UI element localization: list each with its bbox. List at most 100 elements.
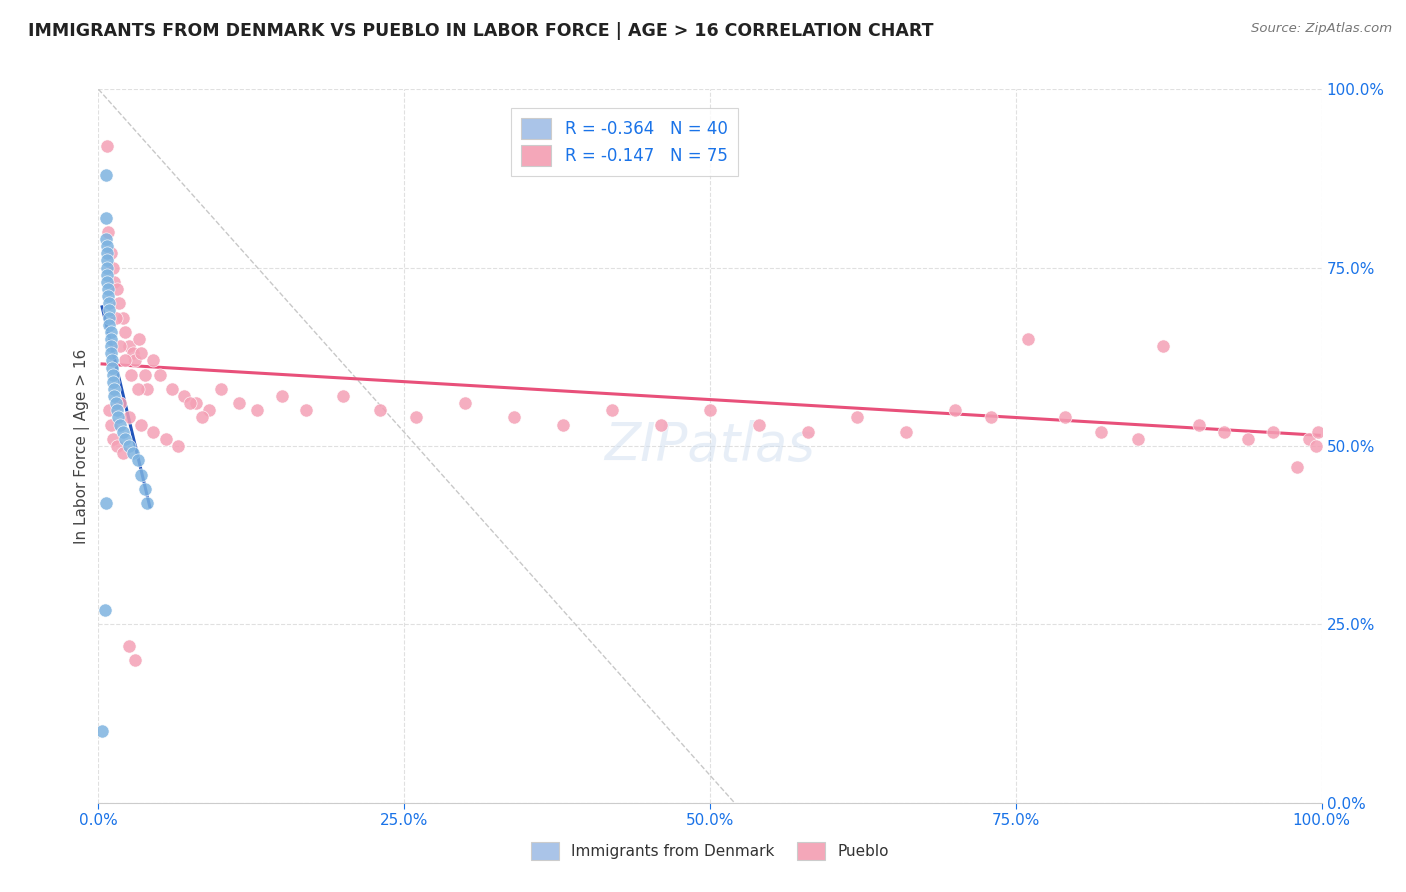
Point	[136, 496, 159, 510]
Point	[121, 346, 143, 360]
Point	[103, 389, 125, 403]
Point	[101, 353, 124, 368]
Point	[94, 496, 117, 510]
Point	[155, 432, 177, 446]
Point	[197, 403, 219, 417]
Text: Source: ZipAtlas.com: Source: ZipAtlas.com	[1251, 22, 1392, 36]
Point	[105, 439, 128, 453]
Point	[173, 389, 195, 403]
Point	[167, 439, 190, 453]
Point	[107, 410, 129, 425]
Point	[845, 410, 868, 425]
Point	[114, 325, 136, 339]
Point	[91, 724, 114, 739]
Point	[98, 296, 121, 310]
Point	[98, 403, 121, 417]
Point	[101, 260, 124, 275]
Point	[110, 417, 132, 432]
Point	[797, 425, 820, 439]
Point	[101, 375, 124, 389]
Point	[96, 239, 118, 253]
Point	[160, 382, 183, 396]
Point	[894, 425, 917, 439]
Y-axis label: In Labor Force | Age > 16: In Labor Force | Age > 16	[75, 349, 90, 543]
Point	[124, 653, 146, 667]
Point	[405, 410, 427, 425]
Point	[650, 417, 672, 432]
Point	[120, 368, 142, 382]
Point	[600, 403, 623, 417]
Point	[96, 268, 118, 282]
Point	[1306, 425, 1329, 439]
Point	[699, 403, 721, 417]
Point	[118, 339, 141, 353]
Point	[100, 346, 122, 360]
Point	[1017, 332, 1039, 346]
Point	[114, 432, 136, 446]
Point	[270, 389, 294, 403]
Point	[454, 396, 477, 410]
Point	[553, 417, 575, 432]
Point	[127, 382, 149, 396]
Point	[96, 246, 118, 260]
Point	[179, 396, 201, 410]
Point	[129, 346, 152, 360]
Point	[110, 396, 132, 410]
Point	[980, 410, 1002, 425]
Point	[105, 282, 128, 296]
Point	[1152, 339, 1174, 353]
Point	[748, 417, 770, 432]
Point	[1128, 432, 1150, 446]
Point	[118, 439, 141, 453]
Point	[108, 296, 131, 310]
Point	[295, 403, 318, 417]
Point	[104, 396, 127, 410]
Point	[94, 211, 117, 225]
Point	[191, 410, 214, 425]
Point	[368, 403, 391, 417]
Point	[98, 310, 121, 325]
Point	[1212, 425, 1234, 439]
Point	[136, 382, 159, 396]
Point	[246, 403, 269, 417]
Point	[111, 446, 134, 460]
Point	[101, 432, 124, 446]
Point	[121, 446, 143, 460]
Point	[128, 332, 150, 346]
Point	[503, 410, 526, 425]
Point	[97, 282, 120, 296]
Point	[124, 353, 146, 368]
Point	[97, 225, 120, 239]
Point	[134, 482, 156, 496]
Point	[943, 403, 966, 417]
Point	[93, 603, 115, 617]
Point	[118, 410, 141, 425]
Point	[97, 289, 120, 303]
Point	[129, 417, 152, 432]
Point	[96, 139, 118, 153]
Point	[111, 425, 134, 439]
Text: ZIPatlas: ZIPatlas	[605, 420, 815, 472]
Point	[129, 467, 152, 482]
Point	[101, 368, 124, 382]
Point	[1305, 439, 1327, 453]
Point	[105, 403, 128, 417]
Point	[1237, 432, 1260, 446]
Point	[1090, 425, 1112, 439]
Point	[111, 310, 134, 325]
Point	[100, 246, 122, 260]
Point	[149, 368, 172, 382]
Point	[94, 232, 117, 246]
Point	[1188, 417, 1211, 432]
Point	[104, 310, 127, 325]
Point	[1298, 432, 1320, 446]
Point	[100, 325, 122, 339]
Point	[142, 425, 165, 439]
Point	[98, 318, 121, 332]
Point	[98, 303, 121, 318]
Point	[127, 453, 149, 467]
Point	[101, 360, 124, 375]
Point	[114, 353, 136, 368]
Point	[118, 639, 141, 653]
Point	[96, 253, 118, 268]
